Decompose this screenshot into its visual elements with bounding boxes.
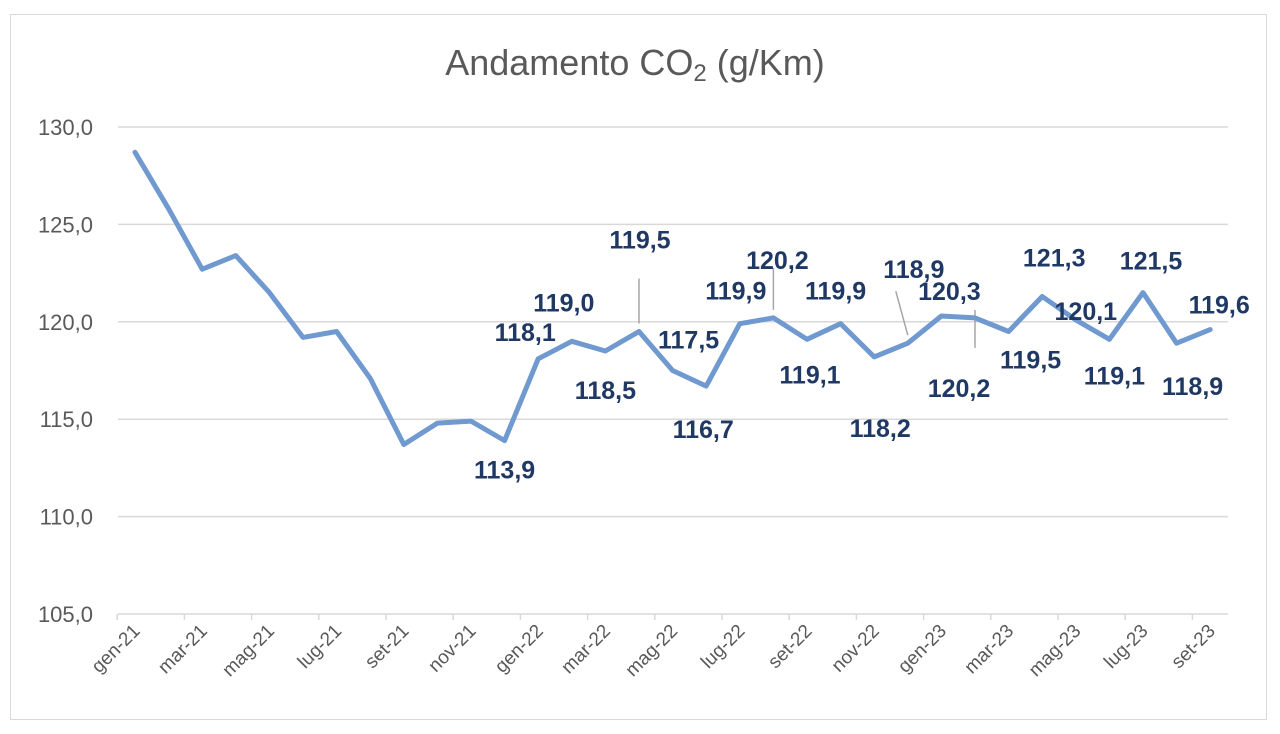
x-tick-label: set-21 bbox=[361, 621, 413, 673]
data-label: 120,1 bbox=[1055, 298, 1118, 326]
series-line bbox=[132, 149, 1213, 447]
x-axis bbox=[116, 614, 1194, 620]
data-label: 119,9 bbox=[705, 278, 766, 306]
y-tick-label: 115,0 bbox=[40, 407, 93, 432]
x-tick-label: mar-22 bbox=[558, 621, 615, 678]
x-tick-label: nov-21 bbox=[425, 621, 481, 677]
y-axis-ticks: 130,0 125,0 120,0 115,0 110,0 105,0 bbox=[38, 115, 93, 627]
data-label: 119,6 bbox=[1189, 292, 1250, 320]
x-tick-label: mar-23 bbox=[961, 621, 1018, 678]
data-label: 119,1 bbox=[1084, 362, 1145, 390]
x-tick-label: gen-22 bbox=[491, 621, 548, 678]
x-tick-label: mar-21 bbox=[154, 621, 211, 678]
data-label: 118,9 bbox=[1162, 373, 1223, 401]
chart-frame bbox=[10, 14, 1267, 720]
y-tick-label: 120,0 bbox=[38, 310, 93, 335]
data-label: 118,5 bbox=[575, 377, 636, 405]
x-tick-label: nov-22 bbox=[828, 621, 884, 677]
x-tick-label: mag-23 bbox=[1025, 621, 1085, 681]
chart-title-main: Andamento CO bbox=[445, 42, 694, 83]
data-label: 119,9 bbox=[805, 278, 866, 306]
data-label: 117,5 bbox=[658, 327, 719, 355]
x-axis-ticks: gen-21 mar-21 mag-21 lug-21 set-21 nov-21 gen-… bbox=[88, 621, 1220, 681]
data-label: 116,7 bbox=[673, 416, 734, 444]
data-label: 121,5 bbox=[1120, 248, 1183, 276]
x-tick-label: set-23 bbox=[1168, 621, 1220, 673]
x-tick-label: lug-23 bbox=[1100, 621, 1152, 673]
x-tick-label: lug-21 bbox=[294, 621, 346, 673]
chart-title: Andamento CO2 (g/Km) bbox=[0, 42, 1270, 88]
data-label: 119,5 bbox=[1000, 347, 1061, 375]
data-label: 120,3 bbox=[918, 278, 981, 306]
x-tick-label: lug-22 bbox=[697, 621, 749, 673]
y-tick-label: 110,0 bbox=[40, 505, 93, 530]
x-tick-label: set-22 bbox=[764, 621, 816, 673]
chart-title-subscript: 2 bbox=[693, 60, 707, 87]
x-tick-label: mag-21 bbox=[219, 621, 279, 681]
y-tick-label: 130,0 bbox=[38, 115, 93, 140]
x-tick-label: gen-23 bbox=[894, 621, 951, 678]
data-label: 119,1 bbox=[779, 361, 840, 389]
data-label: 120,2 bbox=[746, 247, 809, 275]
y-tick-label: 105,0 bbox=[38, 602, 93, 627]
y-tick-label: 125,0 bbox=[38, 212, 93, 237]
leader-line bbox=[895, 291, 909, 336]
data-label: 119,0 bbox=[533, 289, 594, 317]
chart-title-unit: (g/Km) bbox=[706, 42, 825, 83]
data-label: 120,2 bbox=[928, 375, 991, 403]
data-label: 118,1 bbox=[495, 319, 556, 347]
x-tick-label: mag-22 bbox=[622, 621, 682, 681]
data-label: 118,9 bbox=[883, 256, 944, 284]
data-label: 113,9 bbox=[474, 457, 535, 485]
data-label: 118,2 bbox=[850, 415, 911, 443]
data-label: 119,5 bbox=[609, 227, 670, 255]
series-group bbox=[132, 149, 1213, 447]
x-tick-label: gen-21 bbox=[88, 621, 145, 678]
gridlines bbox=[118, 126, 1228, 615]
data-label: 121,3 bbox=[1023, 244, 1086, 272]
